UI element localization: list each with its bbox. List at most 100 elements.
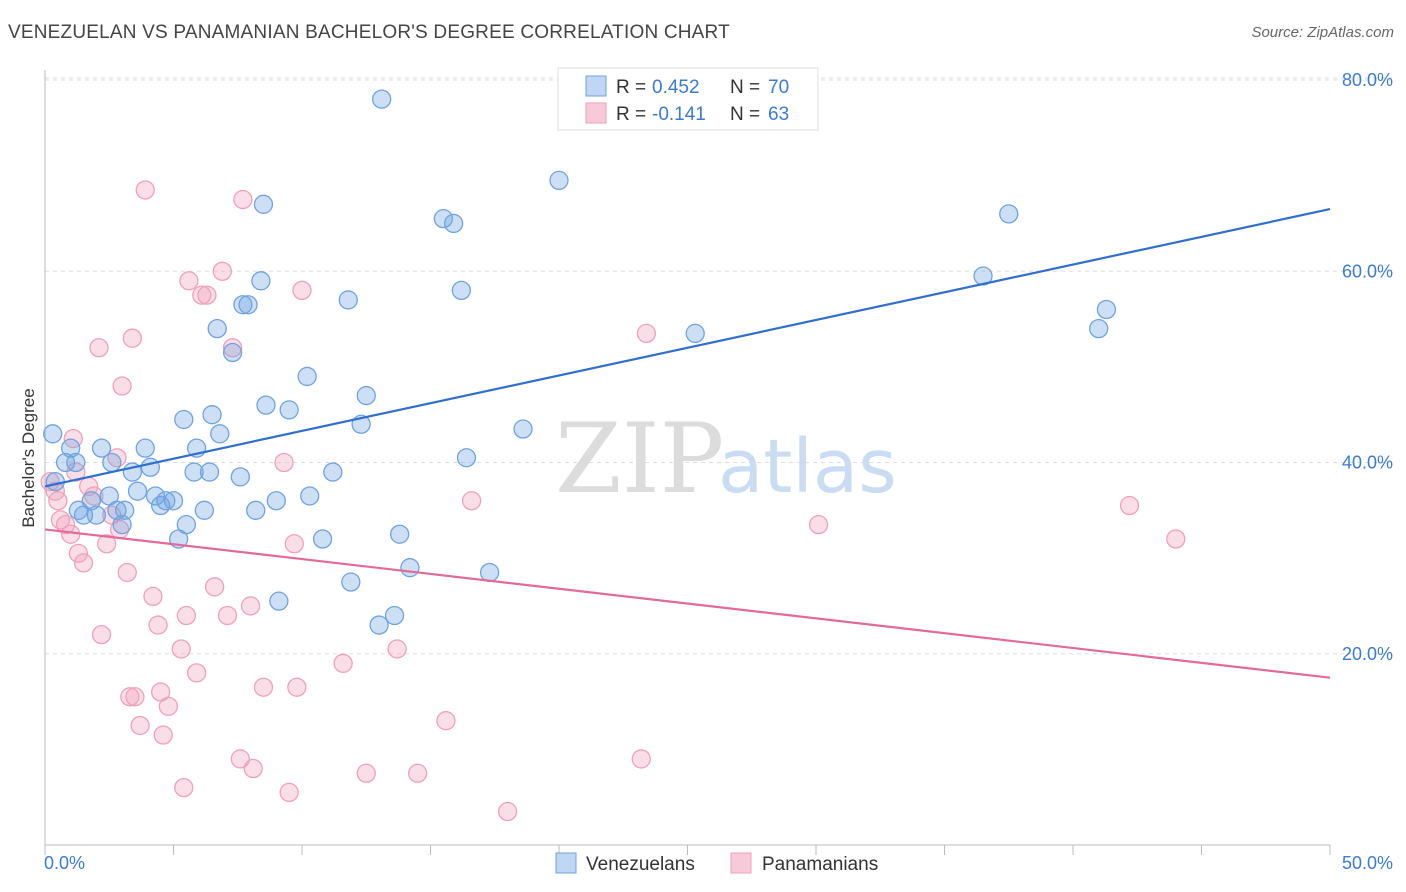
- venezuelans-point-61: [479, 562, 500, 583]
- venezuelans-point-7: [81, 491, 101, 511]
- legend-r-label-2: R =: [616, 104, 646, 125]
- venezuelans-point-43: [279, 400, 299, 420]
- venezuelans-point-42: [269, 591, 289, 611]
- x-tick-max: 50.0%: [1342, 853, 1393, 873]
- watermark: ZIP atlas: [555, 403, 897, 515]
- source-label: Source: ZipAtlas.com: [1251, 24, 1394, 41]
- panamanians-point-40: [222, 338, 243, 358]
- panamanians-point-18: [112, 376, 132, 396]
- legend-bottom-swatch-venezuelans: [555, 852, 577, 874]
- venezuelans-point-21: [156, 491, 176, 511]
- panamanians-point-56: [461, 491, 482, 511]
- panamanians-point-32: [176, 605, 197, 626]
- venezuelans-point-66: [999, 204, 1019, 224]
- panamanians-point-26: [148, 615, 168, 635]
- legend-bottom: Venezuelans Panamanians: [555, 852, 878, 875]
- panamanians-point-8: [68, 543, 89, 563]
- legend-top: R = 0.452 N = 70 R = -0.141 N = 63: [557, 67, 819, 131]
- venezuelans-point-24: [174, 409, 194, 430]
- venezuelans-point-41: [266, 491, 286, 511]
- venezuelans-point-31: [207, 318, 227, 339]
- panamanians-point-43: [240, 596, 261, 616]
- venezuelans-point-9: [91, 438, 112, 458]
- legend-r-label-1: R =: [616, 77, 646, 98]
- panamanians-point-24: [135, 180, 155, 200]
- panamanians-point-33: [179, 271, 199, 291]
- panamanians-point-59: [636, 323, 657, 344]
- panamanians-point-39: [217, 605, 238, 626]
- venezuelans-point-52: [369, 615, 389, 635]
- panamanians-point-9: [73, 553, 94, 573]
- venezuelans-point-0: [43, 424, 63, 444]
- venezuelans-point-49: [341, 572, 361, 592]
- panamanians-point-2: [48, 491, 68, 511]
- venezuelans-point-29: [199, 462, 220, 482]
- legend-bottom-swatch-panamanians: [730, 852, 752, 874]
- legend-r-value-2: -0.141: [652, 104, 706, 125]
- venezuelans-point-46: [312, 529, 333, 549]
- trend-lines: [44, 208, 1331, 679]
- y-tick-label-40: 40.0%: [1342, 453, 1393, 473]
- venezuelans-point-54: [384, 605, 405, 626]
- panamanians-trend-line: [44, 528, 1331, 679]
- venezuelans-point-51: [356, 385, 376, 406]
- panamanians-point-28: [153, 725, 173, 745]
- venezuelans-point-26: [184, 462, 204, 482]
- watermark-zip: ZIP: [555, 403, 724, 515]
- watermark-atlas: atlas: [718, 424, 897, 510]
- venezuelans-point-3: [61, 438, 81, 458]
- panamanians-point-21: [122, 328, 143, 348]
- venezuelans-point-14: [115, 500, 135, 520]
- venezuelans-point-63: [549, 170, 569, 191]
- venezuelans-point-25: [176, 515, 197, 535]
- venezuelans-point-39: [253, 194, 274, 214]
- legend-r-value-1: 0.452: [652, 77, 700, 98]
- panamanians-point-54: [407, 763, 428, 783]
- legend-bottom-venezuelans: Venezuelans: [586, 854, 695, 875]
- venezuelans-point-47: [323, 462, 343, 482]
- venezuelans-point-35: [233, 295, 253, 315]
- panamanians-point-34: [186, 663, 207, 683]
- venezuelans-point-2: [55, 452, 76, 473]
- panamanians-point-61: [1119, 495, 1140, 516]
- venezuelans-point-57: [433, 209, 454, 229]
- axes: [44, 70, 1331, 855]
- legend-n-label-2: N =: [730, 104, 760, 125]
- panamanians-point-46: [274, 452, 294, 473]
- panamanians-point-60: [808, 515, 829, 535]
- panamanians-point-47: [279, 782, 299, 803]
- y-tick-label-20: 20.0%: [1342, 644, 1393, 664]
- legend-swatch-panamanians: [585, 102, 607, 124]
- venezuelans-point-60: [456, 448, 477, 468]
- legend-bottom-panamanians: Panamanians: [762, 854, 878, 875]
- panamanians-point-30: [171, 639, 191, 659]
- venezuelans-point-13: [112, 515, 132, 535]
- y-tick-label-60: 60.0%: [1342, 261, 1393, 281]
- venezuelans-point-58: [443, 213, 464, 234]
- panamanians-point-14: [97, 534, 117, 554]
- venezuelans-point-62: [513, 419, 533, 439]
- venezuelans-point-33: [222, 342, 243, 363]
- panamanians-point-4: [55, 515, 76, 535]
- panamanians-point-19: [117, 562, 137, 583]
- panamanians-point-29: [158, 696, 179, 716]
- venezuelans-point-36: [238, 295, 258, 315]
- panamanians-point-62: [1166, 529, 1186, 549]
- venezuelans-points: [43, 89, 1117, 635]
- y-tick-labels: 20.0% 40.0% 60.0% 80.0%: [1342, 70, 1393, 664]
- legend-n-label-1: N =: [730, 77, 760, 98]
- panamanians-points: [40, 180, 1186, 822]
- venezuelans-point-12: [107, 500, 127, 520]
- venezuelans-point-18: [140, 457, 161, 477]
- venezuelans-point-64: [685, 323, 705, 344]
- panamanians-point-23: [130, 715, 150, 736]
- venezuelans-point-40: [256, 395, 276, 415]
- grid-lines: [45, 77, 1392, 655]
- venezuelans-point-45: [300, 486, 320, 506]
- legend-n-value-2: 63: [768, 104, 789, 125]
- venezuelans-point-48: [338, 290, 358, 310]
- venezuelans-point-53: [372, 89, 392, 109]
- panamanians-point-55: [436, 711, 456, 731]
- panamanians-point-31: [174, 777, 194, 798]
